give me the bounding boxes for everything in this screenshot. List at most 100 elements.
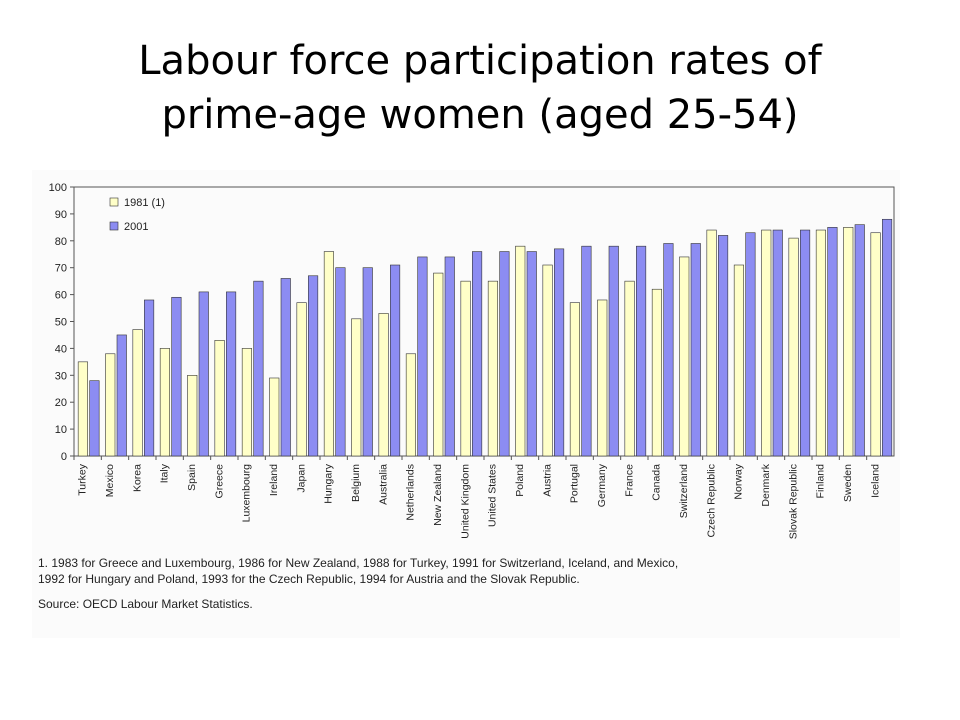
x-tick-label: France (623, 464, 635, 497)
bar-1981 (159, 348, 170, 457)
bar-2001 (718, 235, 729, 457)
y-tick-label: 0 (61, 451, 67, 463)
bar-1981 (515, 245, 526, 457)
bar-1981 (843, 227, 854, 457)
bar-1981 (296, 302, 307, 457)
bar-2001 (636, 245, 647, 457)
x-tick-label: Australia (377, 464, 389, 505)
x-tick-label: New Zealand (432, 464, 444, 526)
x-tick-label: Belgium (350, 464, 362, 502)
chart-figure: 0 10 20 30 40 50 60 70 80 90 100 Turkey Mexico Korea I… (32, 170, 900, 638)
bar-1981 (269, 377, 280, 457)
bar-2001 (554, 248, 565, 457)
bar-1981 (323, 251, 334, 457)
y-tick-label: 10 (55, 424, 67, 436)
y-tick-label: 20 (55, 397, 67, 409)
bar-2001 (226, 291, 237, 457)
bar-2001 (581, 245, 592, 457)
y-tick-label: 30 (55, 370, 67, 382)
y-tick-label: 90 (55, 209, 67, 221)
bar-2001 (882, 218, 893, 457)
bar-1981 (241, 348, 252, 457)
bar-2001 (854, 224, 865, 457)
bar-1981 (433, 272, 444, 457)
bar-1981 (351, 318, 362, 457)
x-tick-label: Mexico (104, 464, 116, 497)
bar-2001 (116, 334, 127, 457)
bar-1981 (706, 229, 717, 457)
bar-1981 (378, 313, 389, 457)
x-tick-label: Japan (295, 464, 307, 493)
bar-2001 (690, 243, 701, 457)
x-tick-label: Sweden (842, 464, 854, 502)
bar-2001 (444, 256, 455, 457)
bar-1981 (624, 280, 635, 457)
bar-1981 (733, 264, 744, 457)
bar-2001 (308, 275, 319, 457)
bar-1981 (870, 232, 881, 457)
bar-2001 (362, 267, 373, 457)
bar-2001 (171, 296, 182, 457)
bar-1981 (132, 329, 143, 457)
x-tick-label: Turkey (77, 463, 89, 495)
x-tick-label: Austria (541, 464, 553, 497)
slide-title: Labour force participation rates of prim… (0, 34, 960, 142)
bar-2001 (335, 267, 346, 457)
x-tick-label: Netherlands (405, 464, 417, 521)
x-tick-label: Czech Republic (705, 464, 717, 538)
x-tick-label: Luxembourg (241, 464, 253, 523)
bar-1981 (187, 375, 198, 457)
bar-2001 (800, 229, 811, 457)
bar-2001 (280, 278, 291, 457)
bar-2001 (253, 280, 264, 457)
bar-2001 (417, 256, 428, 457)
bar-1981 (405, 353, 416, 457)
y-tick-label: 70 (55, 263, 67, 275)
y-tick-label: 60 (55, 290, 67, 302)
legend-swatch (109, 221, 119, 231)
y-tick-label: 50 (55, 317, 67, 329)
bar-2001 (663, 243, 674, 457)
x-tick-label: Germany (596, 463, 608, 507)
bar-1981 (788, 237, 799, 457)
bar-1981 (105, 353, 116, 457)
bar-1981 (597, 299, 608, 457)
bar-2001 (526, 251, 537, 457)
bar-2001 (827, 227, 838, 457)
x-tick-label: Spain (186, 464, 198, 491)
bar-1981 (214, 340, 225, 457)
x-tick-label: Canada (651, 464, 663, 501)
bar-2001 (390, 264, 401, 457)
footnote: 1. 1983 for Greece and Luxembourg, 1986 … (38, 556, 679, 586)
bar-1981 (487, 280, 498, 457)
x-tick-label: Ireland (268, 464, 280, 496)
x-tick-label: Denmark (760, 463, 772, 506)
y-tick-label: 40 (55, 343, 67, 355)
slide-title-line-1: Labour force participation rates of (138, 38, 822, 84)
bar-2001 (472, 251, 483, 457)
x-tick-label: Italy (159, 463, 171, 483)
bar-2001 (89, 380, 100, 457)
bar-2001 (198, 291, 209, 457)
bar-2001 (499, 251, 510, 457)
legend-label: 1981 (1) (124, 197, 165, 209)
x-tick-label: United States (487, 464, 499, 527)
x-tick-label: Poland (514, 464, 526, 497)
x-tick-label: Portugal (569, 464, 581, 503)
x-tick-label: Korea (131, 464, 143, 492)
bar-1981 (569, 302, 580, 457)
bar-1981 (460, 280, 471, 457)
source-note: Source: OECD Labour Market Statistics. (38, 597, 253, 611)
x-tick-label: Hungary (323, 463, 335, 503)
y-tick-label: 100 (49, 182, 67, 194)
x-tick-label: Iceland (869, 464, 881, 498)
bar-1981 (651, 288, 662, 457)
x-tick-label: Finland (815, 464, 827, 499)
bar-2001 (144, 299, 155, 457)
slide-title-line-2: prime-age women (aged 25-54) (161, 92, 799, 138)
x-tick-label: Switzerland (678, 464, 690, 518)
legend-swatch (109, 197, 119, 207)
x-tick-label: United Kingdom (459, 464, 471, 539)
bar-1981 (542, 264, 553, 457)
x-tick-label: Norway (733, 463, 745, 499)
